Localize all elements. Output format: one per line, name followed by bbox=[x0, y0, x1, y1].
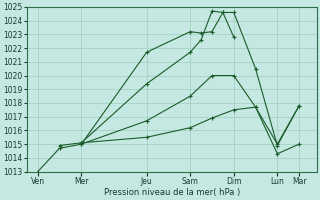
X-axis label: Pression niveau de la mer( hPa ): Pression niveau de la mer( hPa ) bbox=[104, 188, 240, 197]
